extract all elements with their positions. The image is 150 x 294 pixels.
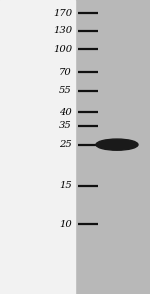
Text: 35: 35 <box>59 121 72 130</box>
Ellipse shape <box>96 139 138 150</box>
Bar <box>0 0 75 294</box>
Text: 70: 70 <box>59 68 72 77</box>
Text: 25: 25 <box>59 140 72 149</box>
Text: 55: 55 <box>59 86 72 95</box>
Text: 100: 100 <box>53 45 72 54</box>
Text: 40: 40 <box>59 108 72 117</box>
Text: 10: 10 <box>59 220 72 228</box>
Text: 170: 170 <box>53 9 72 18</box>
Text: 130: 130 <box>53 26 72 35</box>
Text: 15: 15 <box>59 181 72 190</box>
